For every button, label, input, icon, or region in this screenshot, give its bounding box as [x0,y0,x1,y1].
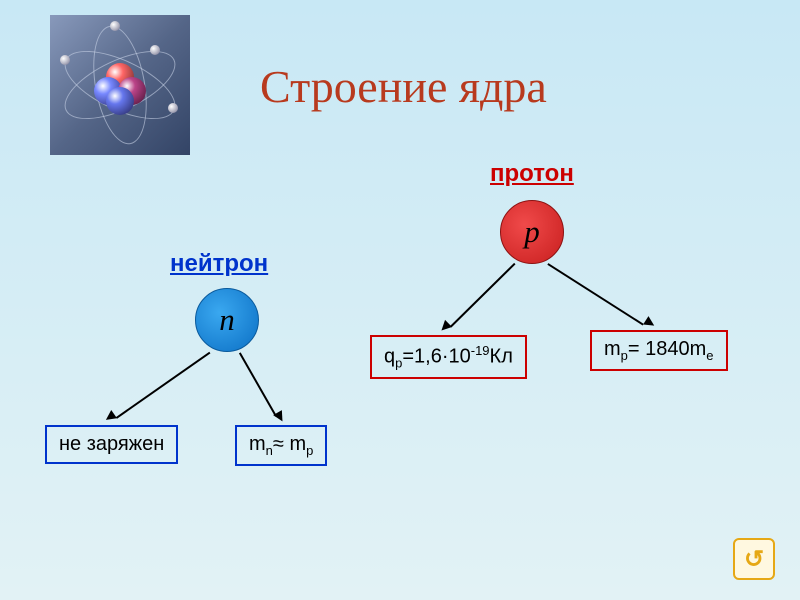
proton-prop-mass: mp= 1840me [590,330,728,371]
core-ball [106,87,134,115]
arrow-line [239,352,276,416]
page-title: Строение ядра [260,60,547,113]
atom-thumbnail [50,15,190,155]
neutron-circle: n [195,288,259,352]
neutron-letter: n [219,302,235,338]
arrow-line [548,263,644,325]
electron [168,103,178,113]
arrow-head [643,316,657,330]
arrow-line [450,263,515,327]
electron [110,21,120,31]
neutron-label: нейтрон [170,250,268,278]
return-glyph: ↻ [744,545,764,574]
arrow-line [116,352,210,419]
proton-circle: p [500,200,564,264]
proton-label: протон [490,160,574,188]
arrow-head [103,410,117,424]
electron [60,55,70,65]
electron [150,45,160,55]
arrow-head [438,320,452,334]
atom-core [90,55,150,115]
return-icon[interactable]: ↻ [733,538,775,580]
neutron-prop-charge: не заряжен [45,425,178,464]
proton-prop-charge: qp=1,6·10-19Кл [370,335,527,379]
proton-letter: p [524,214,540,250]
neutron-prop-mass: mn≈ mp [235,425,327,466]
